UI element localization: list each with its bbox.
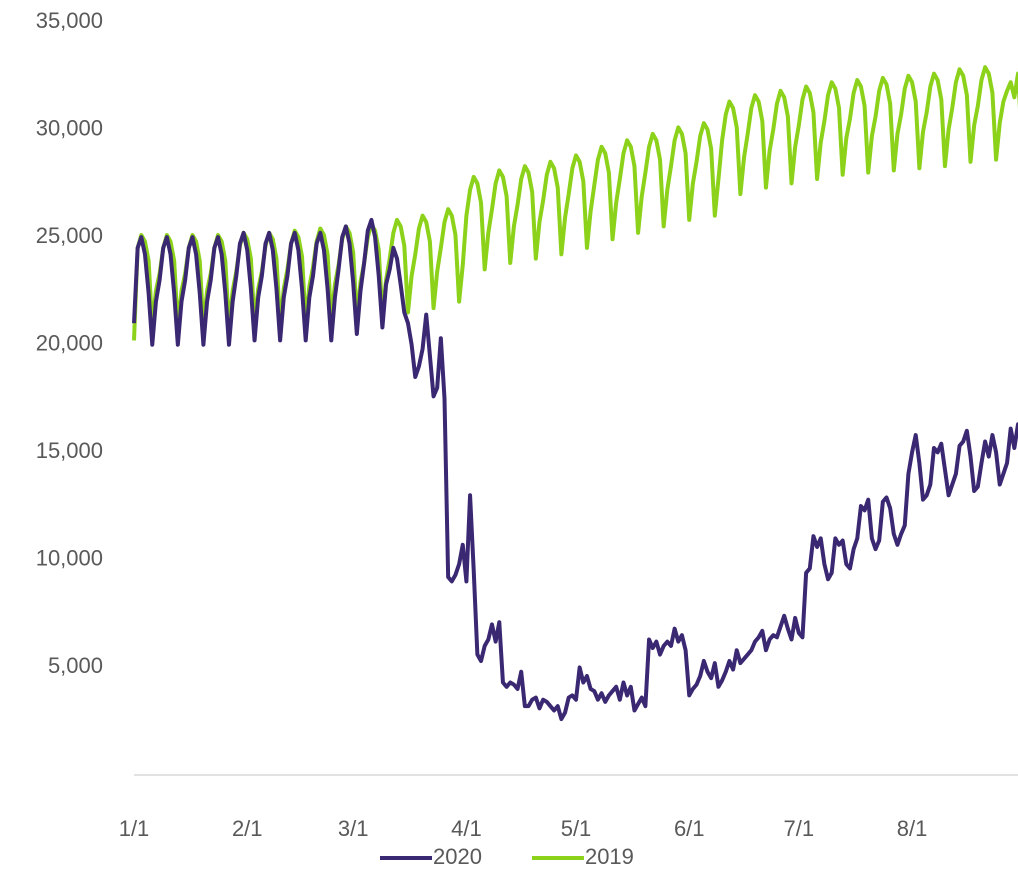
x-tick-label: 8/1 — [897, 816, 928, 841]
x-tick-label: 2/1 — [232, 816, 263, 841]
series-line — [132, 217, 1018, 722]
y-tick-label: 5,000 — [48, 653, 103, 678]
x-tick-label: 5/1 — [561, 816, 592, 841]
x-tick-label: 7/1 — [784, 816, 815, 841]
y-tick-label: 15,000 — [36, 438, 103, 463]
legend: 2020 2019 — [380, 844, 634, 869]
x-tick-label: 3/1 — [338, 816, 369, 841]
series-line — [132, 65, 1018, 341]
x-tick-label: 4/1 — [451, 816, 482, 841]
y-tick-label: 20,000 — [36, 331, 103, 356]
y-tick-label: 25,000 — [36, 223, 103, 248]
legend-label: 2020 — [433, 844, 482, 869]
y-tick-label: 10,000 — [36, 546, 103, 571]
x-tick-label: 6/1 — [674, 816, 705, 841]
x-tick-label: 1/1 — [119, 816, 150, 841]
plot-area — [132, 65, 1018, 722]
y-tick-label: 35,000 — [36, 8, 103, 33]
y-tick-label: 30,000 — [36, 115, 103, 140]
legend-label: 2019 — [585, 844, 634, 869]
